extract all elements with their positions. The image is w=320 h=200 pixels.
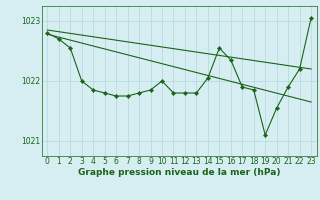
X-axis label: Graphe pression niveau de la mer (hPa): Graphe pression niveau de la mer (hPa) — [78, 168, 280, 177]
